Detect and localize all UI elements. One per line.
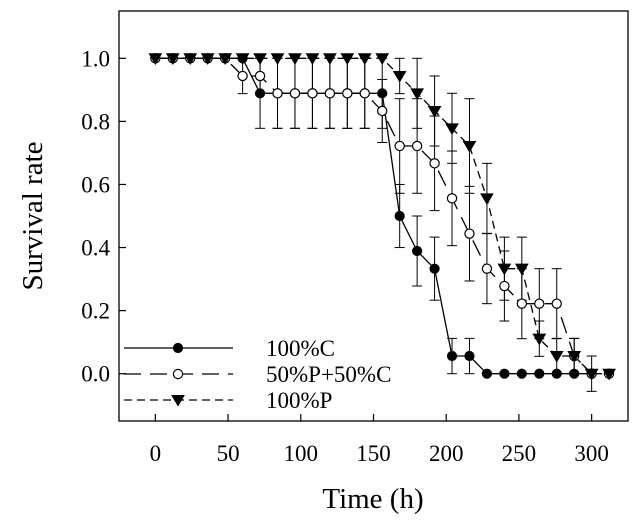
data-point-50-p-50-c <box>481 263 493 274</box>
data-point-100-p <box>183 53 198 65</box>
data-point-100-c <box>516 368 527 379</box>
legend-marker-50-p-50-c <box>172 368 184 380</box>
legend-label-50-p-50-c: 50%P+50%C <box>266 362 391 387</box>
data-point-100-p <box>165 53 180 65</box>
data-point-100-c <box>499 368 510 379</box>
data-point-50-p-50-c <box>411 140 423 152</box>
data-point-100-p <box>532 333 547 346</box>
data-point-100-p <box>514 263 529 276</box>
data-point-100-c <box>429 263 440 274</box>
x-axis-title: Time (h) <box>322 483 423 515</box>
y-tick-label: 0.4 <box>81 236 110 261</box>
data-point-100-p <box>584 368 599 381</box>
x-tick-label: 250 <box>502 441 537 466</box>
data-point-50-p-50-c <box>394 140 405 152</box>
data-point-100-p <box>445 123 459 136</box>
data-point-50-p-50-c <box>342 88 353 99</box>
data-point-100-p <box>340 53 355 65</box>
data-point-100-p <box>497 263 512 276</box>
data-point-100-p <box>270 53 285 65</box>
data-point-100-p <box>375 53 390 65</box>
data-point-100-p <box>602 368 616 381</box>
data-point-50-p-50-c <box>429 158 440 169</box>
data-point-100-p <box>427 105 442 118</box>
data-point-100-p <box>549 351 564 363</box>
y-tick-label: 0.6 <box>81 172 110 197</box>
data-point-100-p <box>288 53 302 65</box>
data-point-50-p-50-c <box>516 298 528 309</box>
x-tick-label: 200 <box>429 441 464 466</box>
data-point-50-p-50-c <box>254 70 266 82</box>
data-point-100-p <box>480 193 494 206</box>
plot-area-frame <box>118 10 629 422</box>
x-tick-label: 150 <box>356 441 391 466</box>
data-point-100-p <box>218 53 233 65</box>
data-point-100-p <box>567 351 582 363</box>
data-point-100-c <box>481 368 493 379</box>
data-point-100-c <box>464 350 475 362</box>
y-tick-label: 0.8 <box>81 109 110 134</box>
data-point-100-c <box>412 245 423 257</box>
data-point-100-c <box>446 350 458 362</box>
x-tick-label: 100 <box>284 441 319 466</box>
tick-marks <box>119 57 593 421</box>
data-point-100-c <box>569 368 580 379</box>
y-tick-label: 1.0 <box>81 46 110 71</box>
data-point-50-p-50-c <box>464 228 475 239</box>
data-point-50-p-50-c <box>272 88 283 99</box>
data-point-100-p <box>462 140 477 153</box>
series-line-100-c <box>155 57 592 375</box>
data-point-50-p-50-c <box>359 88 370 99</box>
data-point-50-p-50-c <box>551 298 562 309</box>
data-point-100-p <box>305 53 320 65</box>
x-tick-label: 0 <box>150 441 162 466</box>
legend-marker-100-p <box>171 395 185 407</box>
data-point-100-p <box>322 53 337 65</box>
data-point-50-p-50-c <box>377 105 388 117</box>
legend-marker-100-c <box>172 342 184 354</box>
data-point-100-c <box>551 368 562 379</box>
data-point-100-c <box>394 210 405 222</box>
y-tick-label: 0.0 <box>81 362 110 387</box>
data-point-100-c <box>254 88 266 99</box>
legend-label-100-p: 100%P <box>266 388 332 413</box>
data-point-50-p-50-c <box>237 70 248 82</box>
data-point-50-p-50-c <box>446 193 458 204</box>
data-point-100-p <box>357 53 372 65</box>
x-tick-label: 50 <box>217 441 240 466</box>
data-point-100-c <box>534 368 545 379</box>
data-point-100-p <box>200 53 215 65</box>
tick-labels: 0.0 0.2 0.4 0.6 0.8 1.0 0 50 100 150 200 250 300 <box>81 46 609 466</box>
data-point-50-p-50-c <box>324 88 336 99</box>
y-tick-label: 0.2 <box>81 299 110 324</box>
legend-label-100-c: 100%C <box>266 336 335 361</box>
data-point-100-p <box>253 53 267 65</box>
data-point-100-c <box>377 88 388 99</box>
data-point-50-p-50-c <box>307 88 318 99</box>
data-point-50-p-50-c <box>289 88 301 99</box>
data-point-100-p <box>235 53 250 65</box>
data-point-100-p <box>392 70 407 83</box>
series-markers <box>148 53 616 381</box>
data-point-100-p <box>410 88 425 101</box>
y-axis-title: Survival rate <box>17 142 49 291</box>
data-point-50-p-50-c <box>499 280 510 292</box>
data-point-100-p <box>148 53 163 65</box>
data-point-50-p-50-c <box>534 298 545 309</box>
x-tick-label: 300 <box>574 441 609 466</box>
